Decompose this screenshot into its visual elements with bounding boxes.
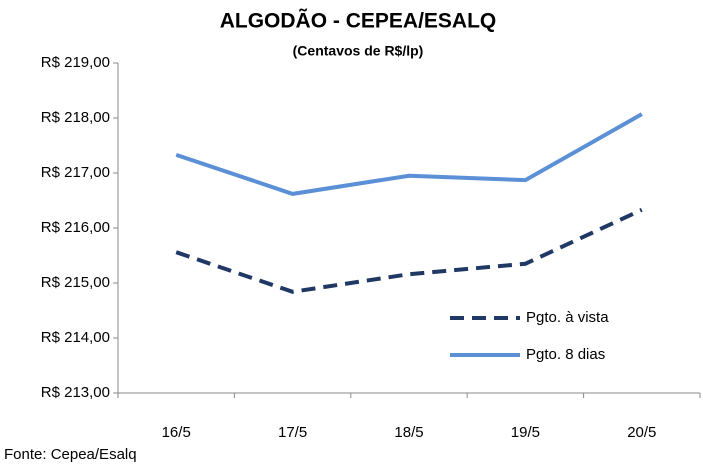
y-tick-label: R$ 215,00 [41, 274, 110, 291]
y-tick-label: R$ 213,00 [41, 384, 110, 401]
series-line [175, 112, 643, 196]
y-tick-label: R$ 218,00 [41, 109, 110, 126]
x-tick-label: 16/5 [162, 424, 191, 441]
chart-title: ALGODÃO - CEPEA/ESALQ [220, 10, 497, 33]
legend-label: Pgto. 8 dias [526, 346, 605, 363]
x-tick-label: 19/5 [511, 424, 540, 441]
source-note: Fonte: Cepea/Esalq [4, 446, 137, 463]
x-tick-label: 20/5 [627, 424, 656, 441]
y-tick-label: R$ 219,00 [41, 54, 110, 71]
chart-subtitle: (Centavos de R$/lp) [293, 43, 424, 59]
x-tick-label: 17/5 [278, 424, 307, 441]
y-tick-label: R$ 217,00 [41, 164, 110, 181]
x-tick-label: 18/5 [394, 424, 423, 441]
y-tick-label: R$ 214,00 [41, 329, 110, 346]
legend-label: Pgto. à vista [526, 309, 609, 326]
y-tick-label: R$ 216,00 [41, 219, 110, 236]
series-line [175, 208, 643, 294]
